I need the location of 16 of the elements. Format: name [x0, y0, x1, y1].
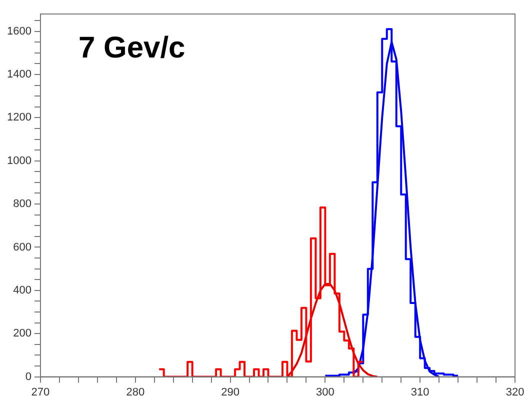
x-tick-label: 300 [316, 386, 334, 398]
y-tick-label: 800 [13, 198, 32, 210]
y-tick-label: 1600 [6, 25, 32, 38]
x-tick-label: 310 [410, 386, 430, 398]
x-tick-label: 270 [31, 386, 50, 398]
x-tick-label: 320 [506, 386, 524, 398]
x-tick-label: 280 [126, 386, 145, 398]
y-tick-label: 0 [25, 370, 32, 383]
y-tick-label: 400 [13, 284, 32, 296]
annotation: 7 Gev/c [78, 31, 186, 64]
y-tick-label: 1200 [6, 112, 32, 124]
y-tick-label: 1400 [6, 68, 32, 80]
y-tick-label: 1000 [6, 154, 32, 167]
x-tick-label: 290 [221, 386, 240, 398]
y-tick-label: 600 [13, 241, 32, 254]
y-tick-label: 200 [13, 328, 32, 340]
